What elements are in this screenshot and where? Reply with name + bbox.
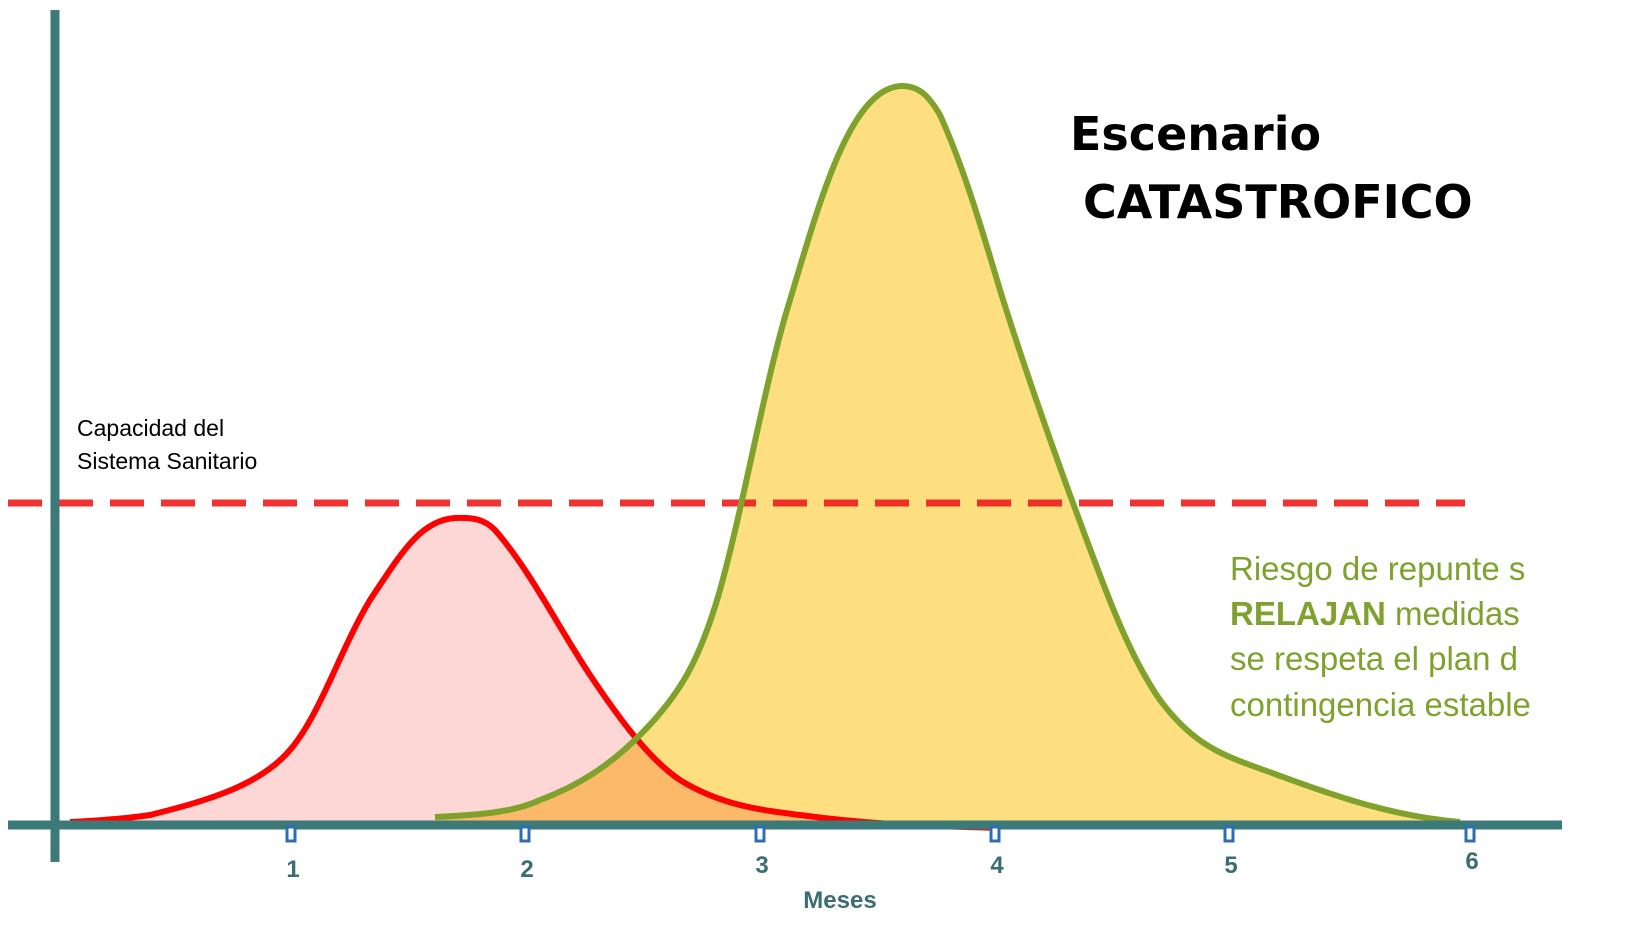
tick-label: 5 — [1224, 852, 1237, 879]
tick-label: 4 — [990, 852, 1004, 879]
annotation-bold: RELAJAN — [1230, 595, 1386, 632]
tick-mark — [519, 825, 531, 843]
tick-label: 1 — [286, 856, 299, 883]
curve-a — [69, 514, 1001, 831]
annotation: se respeta el plan d — [1230, 640, 1518, 677]
annotation: contingencia estable — [1230, 686, 1531, 723]
tick-mark — [1223, 825, 1235, 843]
polygon-a-fill — [70, 517, 1000, 828]
capacity-label: Capacidad del — [77, 415, 224, 441]
tick-mark — [1464, 825, 1476, 843]
title-line1: Escenario — [1070, 107, 1321, 161]
ticks: 1 2 3 4 5 6 — [285, 825, 1479, 883]
curve-b — [434, 82, 1461, 825]
tick-label: 3 — [755, 852, 768, 879]
annotation: Riesgo de repunte s — [1230, 550, 1525, 587]
annotation: medidas — [1386, 595, 1520, 632]
polygon-b-fill — [435, 85, 1460, 826]
capacity-label: Sistema Sanitario — [77, 448, 257, 474]
x-axis-label: Meses — [803, 887, 876, 914]
tick-mark — [989, 825, 1001, 843]
tick-label: 2 — [520, 856, 533, 883]
annotation: RELAJAN medidas — [1230, 595, 1520, 632]
title-line2: CATASTROFICO — [1083, 175, 1473, 229]
tick-label: 6 — [1465, 848, 1478, 875]
tick-mark — [285, 825, 297, 843]
tick-mark — [754, 825, 766, 843]
